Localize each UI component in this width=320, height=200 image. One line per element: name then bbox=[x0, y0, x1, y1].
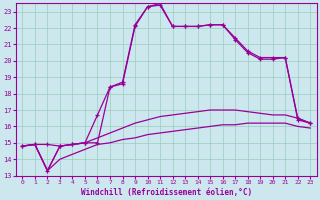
X-axis label: Windchill (Refroidissement éolien,°C): Windchill (Refroidissement éolien,°C) bbox=[81, 188, 252, 197]
